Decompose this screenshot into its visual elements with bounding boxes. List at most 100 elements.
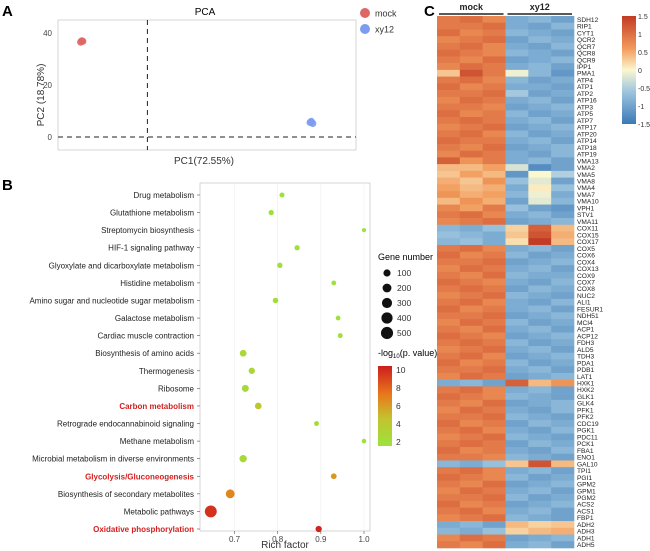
heatmap-cell bbox=[459, 231, 483, 239]
size-legend-label: 400 bbox=[397, 313, 411, 323]
heatmap-cell bbox=[528, 325, 552, 333]
heatmap-cell bbox=[551, 157, 575, 165]
heatmap-cell bbox=[459, 271, 483, 279]
heatmap-cell bbox=[482, 29, 506, 37]
heatmap-cell bbox=[528, 231, 552, 239]
heatmap-cell bbox=[551, 473, 575, 481]
heatmap-cell bbox=[528, 164, 552, 172]
heatmap-cell bbox=[551, 527, 575, 535]
heatmap-cell bbox=[459, 197, 483, 205]
heatmap-cell bbox=[551, 372, 575, 380]
pca-point-xy12 bbox=[306, 118, 314, 127]
heatmap-cell bbox=[459, 352, 483, 360]
pathway-label: Retrograde endocannabinoid signaling bbox=[57, 420, 194, 429]
heatmap-cell bbox=[505, 312, 529, 320]
heatmap-cell bbox=[551, 305, 575, 313]
heatmap-cell bbox=[528, 204, 552, 212]
heatmap-cell bbox=[482, 460, 506, 468]
heatmap-cell bbox=[437, 480, 461, 488]
heatmap-cell bbox=[482, 191, 506, 199]
pathway-label: Oxidative phosphorylation bbox=[93, 525, 194, 534]
heatmap-cell bbox=[551, 271, 575, 279]
pathway-label: Glutathione metabolism bbox=[110, 209, 194, 218]
heatmap-cell bbox=[482, 487, 506, 495]
heatmap-cell bbox=[551, 90, 575, 98]
heatmap-cell bbox=[505, 244, 529, 252]
heatmap-cell bbox=[505, 285, 529, 293]
heatmap-cell bbox=[459, 218, 483, 226]
heatmap-cell bbox=[482, 22, 506, 30]
heatmap-cell bbox=[505, 446, 529, 455]
heatmap-cell bbox=[459, 204, 483, 212]
heatmap-cell bbox=[551, 22, 575, 30]
heatmap-cell bbox=[505, 352, 529, 360]
heatmap-cell bbox=[482, 426, 506, 434]
heatmap-cell bbox=[459, 534, 483, 542]
pathway-dot bbox=[335, 315, 341, 321]
heatmap-cell bbox=[459, 103, 483, 111]
heatmap-cell bbox=[528, 83, 552, 91]
heatmap-cell bbox=[459, 433, 483, 441]
heatmap-row-label: VMA4 bbox=[577, 185, 595, 192]
heatmap-cell bbox=[437, 352, 461, 360]
heatmap-cell bbox=[482, 231, 506, 239]
heatmap-row-label: ATP18 bbox=[577, 145, 597, 152]
heatmap-cell bbox=[551, 467, 575, 475]
heatmap-cell bbox=[482, 345, 506, 354]
heatmap-cell bbox=[437, 211, 461, 219]
heatmap-cell bbox=[528, 319, 552, 327]
heatmap-row-label: RIP1 bbox=[577, 24, 592, 31]
heatmap-cell bbox=[505, 541, 529, 549]
heatmap-cell bbox=[482, 96, 506, 104]
size-legend-dot bbox=[383, 269, 391, 277]
heatmap-cell bbox=[528, 258, 552, 266]
enrichment-dots bbox=[204, 192, 367, 533]
heatmap-cell bbox=[437, 224, 461, 232]
heatmap-cell bbox=[482, 332, 506, 340]
heatmap-cell bbox=[528, 507, 552, 515]
heatmap-cell bbox=[505, 76, 529, 84]
pca-frame bbox=[57, 19, 357, 151]
heatmap-cell bbox=[459, 285, 483, 293]
heatmap-cell bbox=[437, 278, 461, 286]
heatmap-cell bbox=[437, 69, 461, 77]
heatmap-cell bbox=[459, 527, 483, 535]
heatmap-cell bbox=[459, 386, 483, 394]
heatmap-cell bbox=[505, 265, 529, 273]
heatmap-cell bbox=[459, 487, 483, 495]
heatmap-cell bbox=[482, 36, 506, 44]
pathway-dot bbox=[248, 367, 255, 374]
heatmap-cell bbox=[551, 332, 575, 340]
heatmap-cell bbox=[551, 534, 575, 542]
heatmap-cell bbox=[482, 446, 506, 455]
heatmap-scale-tick: -1.5 bbox=[638, 122, 650, 129]
heatmap-cell bbox=[459, 49, 483, 57]
heatmap-row-label: ATP5 bbox=[577, 111, 593, 118]
heatmap-cell bbox=[459, 42, 483, 50]
heatmap-cell bbox=[505, 527, 529, 535]
heatmap-cell bbox=[505, 69, 529, 77]
heatmap-cell bbox=[459, 117, 483, 125]
heatmap-cell bbox=[437, 130, 461, 138]
heatmap-cell bbox=[505, 110, 529, 118]
heatmap-cell bbox=[482, 150, 506, 158]
heatmap-cell bbox=[528, 56, 552, 64]
heatmap-cell bbox=[482, 514, 506, 522]
heatmap-cell bbox=[528, 157, 552, 165]
heatmap-cell bbox=[528, 218, 552, 226]
heatmap-cell bbox=[482, 42, 506, 50]
pathway-label: Metabolic pathways bbox=[124, 507, 194, 516]
heatmap-cell bbox=[437, 271, 461, 279]
heatmap-cell bbox=[528, 63, 552, 71]
pathway-label: Galactose metabolism bbox=[115, 314, 194, 323]
heatmap-row-label: VMA10 bbox=[577, 199, 599, 206]
heatmap-row-label: GLK1 bbox=[577, 394, 594, 401]
heatmap-cell bbox=[459, 63, 483, 71]
heatmap-cell bbox=[528, 413, 552, 421]
heatmap-cell bbox=[528, 265, 552, 273]
heatmap-cell bbox=[528, 123, 552, 131]
heatmap-cell bbox=[437, 305, 461, 313]
heatmap-cell bbox=[459, 211, 483, 219]
heatmap-cell bbox=[505, 130, 529, 138]
panel-b: B Drug metabolism Glutathione metabolism S… bbox=[2, 177, 437, 551]
